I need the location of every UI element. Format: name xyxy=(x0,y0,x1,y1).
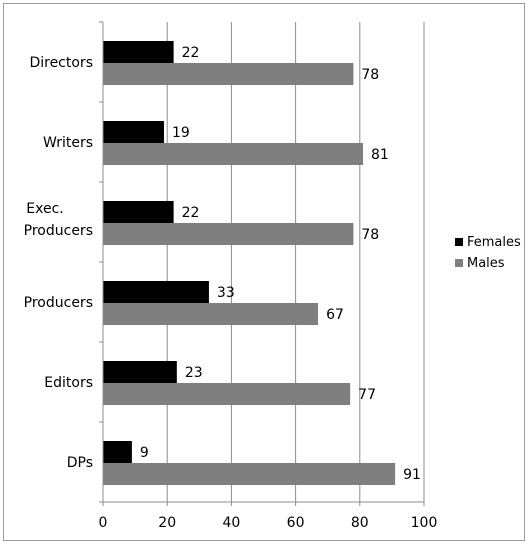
x-tick-label: 20 xyxy=(158,515,176,531)
males-bar xyxy=(103,223,354,245)
females-bar xyxy=(103,441,132,463)
females-data-label: 22 xyxy=(182,205,200,221)
females-bar xyxy=(103,41,174,63)
females-data-label: 33 xyxy=(217,285,235,301)
males-bar xyxy=(103,63,354,85)
males-data-label: 78 xyxy=(361,67,379,83)
males-legend-label: Males xyxy=(467,256,505,271)
females-bar xyxy=(103,361,177,383)
females-data-label: 22 xyxy=(182,45,200,61)
females-bar xyxy=(103,201,174,223)
males-legend-swatch xyxy=(455,259,463,267)
males-data-label: 67 xyxy=(326,307,344,323)
chart-frame xyxy=(3,3,525,541)
bars xyxy=(103,41,396,485)
x-tick-label: 80 xyxy=(351,515,369,531)
x-tick-label: 60 xyxy=(287,515,305,531)
category-label: Exec. Producers xyxy=(24,201,93,239)
females-data-label: 9 xyxy=(140,445,149,461)
males-data-label: 91 xyxy=(403,467,421,483)
labels: 0 20 40 60 80 100 22 78 Directors 19 81 Writers 22 78… xyxy=(24,45,438,531)
males-bar xyxy=(103,383,351,405)
legend: Females Males xyxy=(455,235,521,271)
category-label: Editors xyxy=(44,375,93,391)
males-data-label: 81 xyxy=(371,147,389,163)
females-legend-label: Females xyxy=(467,235,521,250)
gridlines xyxy=(166,22,425,502)
x-tick-label: 0 xyxy=(99,515,108,531)
category-label: Writers xyxy=(43,135,93,151)
males-data-label: 77 xyxy=(358,387,376,403)
females-bar xyxy=(103,281,209,303)
males-data-label: 78 xyxy=(361,227,379,243)
category-label: Producers xyxy=(24,295,93,311)
females-data-label: 19 xyxy=(172,125,190,141)
axes xyxy=(99,21,425,506)
males-bar xyxy=(103,303,319,325)
x-tick-label: 40 xyxy=(222,515,240,531)
x-tick-label: 100 xyxy=(411,515,438,531)
males-bar xyxy=(103,463,396,485)
category-label: DPs xyxy=(67,455,93,471)
females-legend-swatch xyxy=(455,238,463,246)
females-bar xyxy=(103,121,164,143)
category-label: Directors xyxy=(29,55,93,71)
males-bar xyxy=(103,143,364,165)
females-data-label: 23 xyxy=(185,365,203,381)
